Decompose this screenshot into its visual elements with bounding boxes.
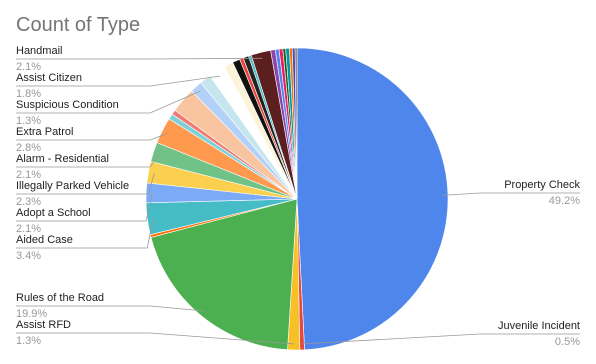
pie-slice xyxy=(296,47,449,351)
slice-label: Rules of the Road xyxy=(16,292,104,304)
slice-percent: 1.3% xyxy=(16,115,41,127)
labels: Property Check 49.2% Juvenile Incident 0.5%… xyxy=(16,45,580,348)
leader-line xyxy=(16,173,155,195)
leader-line xyxy=(16,217,154,249)
slice-label: Assist Citizen xyxy=(16,72,82,84)
pie xyxy=(145,47,449,351)
slice-percent: 2.8% xyxy=(16,142,41,154)
slice-percent: 0.5% xyxy=(555,336,580,348)
slice-label: Property Check xyxy=(504,179,580,191)
slice-label: Aided Case xyxy=(16,234,73,246)
leader-line xyxy=(16,332,294,345)
leader-line xyxy=(441,192,580,196)
leader-line xyxy=(16,75,221,87)
slice-percent: 49.2% xyxy=(549,195,580,207)
slice-percent: 2.1% xyxy=(16,169,41,181)
leader-line xyxy=(16,90,201,114)
slice-percent: 2.1% xyxy=(16,223,41,235)
slice-percent: 1.3% xyxy=(16,335,41,347)
leader-line xyxy=(16,192,153,222)
slice-percent: 1.8% xyxy=(16,88,41,100)
leader-line xyxy=(16,153,160,168)
slice-label: Suspicious Condition xyxy=(16,99,119,111)
slice-label: Juvenile Incident xyxy=(498,320,580,332)
slice-label: Handmail xyxy=(16,45,62,57)
pie-slice xyxy=(294,47,298,200)
slice-label: Adopt a School xyxy=(16,207,91,219)
chart-title: Count of Type xyxy=(16,14,140,36)
slice-label: Illegally Parked Vehicle xyxy=(16,180,129,192)
slice-label: Alarm - Residential xyxy=(16,153,109,165)
pie-slice xyxy=(150,198,298,351)
leader-line xyxy=(16,57,263,60)
slice-percent: 19.9% xyxy=(16,308,47,320)
leader-line xyxy=(16,132,168,141)
slice-label: Assist RFD xyxy=(16,319,71,331)
slice-percent: 2.1% xyxy=(16,61,41,73)
slice-percent: 3.4% xyxy=(16,250,41,262)
leader-line xyxy=(16,305,205,312)
leader-line xyxy=(301,333,580,345)
slice-percent: 2.3% xyxy=(16,196,41,208)
slice-label: Extra Patrol xyxy=(16,126,73,138)
